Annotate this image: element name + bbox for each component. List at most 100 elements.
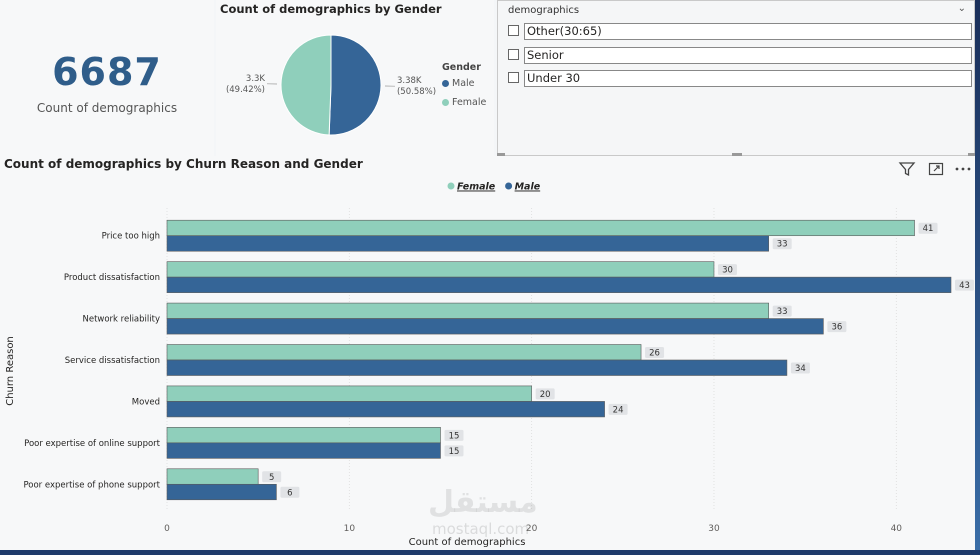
slicer-checkbox[interactable] <box>508 72 519 83</box>
data-label: 43 <box>959 281 970 291</box>
y-tick-label: Network reliability <box>82 315 160 325</box>
data-label-bg <box>772 238 792 250</box>
data-label-bg <box>444 429 464 441</box>
pie-chart: 3.38K(50.58%) 3.3K(49.42%) <box>226 34 436 136</box>
slicer-item-label[interactable]: Under 30 <box>524 70 972 87</box>
y-tick-label: Price too high <box>102 232 160 242</box>
data-label-bg <box>280 486 300 498</box>
y-tick-label: Poor expertise of online support <box>24 439 161 449</box>
legend-dot-female <box>442 99 449 106</box>
bar-female[interactable] <box>166 385 532 402</box>
data-label-bg <box>645 347 665 358</box>
data-label-bg <box>262 471 282 483</box>
x-tick-label: 40 <box>891 524 903 534</box>
pie-percent-label: (49.42%) <box>226 85 265 95</box>
legend-label-male: Male <box>452 78 475 89</box>
data-label-bg <box>444 445 464 457</box>
data-label-bg <box>827 321 847 333</box>
window-edge <box>0 550 980 555</box>
kpi-card: 6687 Count of demographics <box>0 0 214 156</box>
data-label: 6 <box>287 488 292 498</box>
data-label-bg <box>918 222 938 234</box>
bar-female[interactable] <box>166 427 441 444</box>
data-label: 36 <box>831 323 842 333</box>
data-label-bg <box>790 362 810 374</box>
legend-marker-male[interactable] <box>505 182 513 190</box>
bar-female[interactable] <box>166 302 769 319</box>
watermark-url: mostaql.com <box>432 520 530 538</box>
slicer-item-label[interactable]: Other(30:65) <box>524 23 972 40</box>
bar-male[interactable] <box>166 276 952 293</box>
data-label: 24 <box>613 405 624 415</box>
bar-male[interactable] <box>166 318 824 335</box>
bar-chart-title: Count of demographics by Churn Reason an… <box>4 157 363 171</box>
legend-item-female[interactable]: Female <box>442 97 486 108</box>
bar-male[interactable] <box>166 483 277 501</box>
legend-item-male[interactable]: Male <box>442 78 475 89</box>
bar-male[interactable] <box>166 401 605 418</box>
resize-handle[interactable] <box>968 153 976 156</box>
data-label: 33 <box>777 240 788 250</box>
x-axis-title: Count of demographics <box>409 537 526 548</box>
bar-chart: 0 10 20 30 40 Female Male Count of demographics… <box>5 182 974 548</box>
data-label-bg <box>772 305 792 317</box>
bar-female[interactable] <box>166 261 715 278</box>
slicer-item-label[interactable]: Senior <box>524 47 972 64</box>
pie-slice-male[interactable] <box>328 34 382 136</box>
x-tick-label: 30 <box>708 524 720 534</box>
x-tick-label: 20 <box>526 524 538 534</box>
bar-female[interactable] <box>166 468 259 485</box>
data-label-bg <box>535 388 555 400</box>
data-label: 15 <box>449 431 460 441</box>
demographics-slicer: demographics ⌄ Other(30:65) Senior Under… <box>497 0 976 156</box>
data-label-bg <box>717 264 737 276</box>
x-tick-label: 0 <box>164 524 170 534</box>
y-tick-label: Poor expertise of phone support <box>23 480 160 490</box>
filter-icon[interactable] <box>898 160 916 178</box>
y-tick-label: Service dissatisfaction <box>65 356 160 366</box>
slicer-checkbox[interactable] <box>508 25 519 36</box>
data-label: 26 <box>649 349 660 359</box>
bar-female[interactable] <box>166 219 915 237</box>
x-tick-label: 10 <box>344 524 356 534</box>
focus-mode-icon[interactable] <box>927 160 945 178</box>
y-axis-title: Churn Reason <box>5 336 16 406</box>
bar-male[interactable] <box>166 442 441 459</box>
legend-marker-female[interactable] <box>447 182 455 190</box>
bar-female[interactable] <box>166 344 642 361</box>
legend-dot-male <box>442 80 449 87</box>
pie-chart-card: Count of demographics by Gender 3.38K (50… <box>216 0 494 156</box>
more-options-icon[interactable] <box>954 160 972 178</box>
resize-handle[interactable] <box>732 153 742 156</box>
data-label-bg <box>608 403 628 415</box>
kpi-value: 6687 <box>52 50 162 94</box>
legend-label-female[interactable]: Female <box>457 182 496 193</box>
resize-handle[interactable] <box>497 153 505 156</box>
legend-label-male[interactable]: Male <box>515 182 541 193</box>
data-label: 15 <box>449 447 460 457</box>
chevron-down-icon[interactable]: ⌄ <box>957 3 966 14</box>
data-label: 41 <box>923 224 934 234</box>
y-tick-label: Product dissatisfaction <box>64 273 160 283</box>
slicer-item[interactable]: Under 30 <box>508 70 972 87</box>
data-label-bg <box>955 279 974 291</box>
bar-male[interactable] <box>166 235 769 252</box>
data-label: 5 <box>269 473 274 483</box>
pie-chart-title: Count of demographics by Gender <box>220 2 442 16</box>
window-edge <box>975 0 980 555</box>
slicer-item[interactable]: Senior <box>508 47 972 64</box>
slicer-checkbox[interactable] <box>508 49 519 60</box>
watermark-logo: مستقل <box>428 485 538 520</box>
pie-data-label: 3.38K <box>397 76 422 86</box>
y-tick-label: Moved <box>132 397 160 407</box>
data-label: 30 <box>722 266 733 276</box>
bar-male[interactable] <box>166 359 788 376</box>
pie-slice-female[interactable] <box>280 34 332 136</box>
legend-label-female: Female <box>452 97 487 108</box>
pie-legend-title: Gender <box>442 62 481 73</box>
data-label: 33 <box>777 307 788 317</box>
slicer-header: demographics <box>508 5 580 16</box>
slicer-item[interactable]: Other(30:65) <box>508 23 972 40</box>
pie-data-label: 3.3K <box>246 74 266 84</box>
data-label: 20 <box>540 390 551 400</box>
